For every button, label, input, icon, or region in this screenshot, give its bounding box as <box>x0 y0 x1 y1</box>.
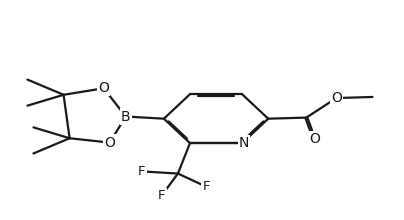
Text: O: O <box>309 132 320 146</box>
Text: F: F <box>202 180 210 193</box>
Text: B: B <box>121 110 130 123</box>
Text: O: O <box>331 91 342 105</box>
Text: F: F <box>158 189 166 202</box>
Text: F: F <box>138 165 145 178</box>
Text: O: O <box>98 81 109 95</box>
Text: O: O <box>104 136 115 150</box>
Text: N: N <box>239 136 249 150</box>
